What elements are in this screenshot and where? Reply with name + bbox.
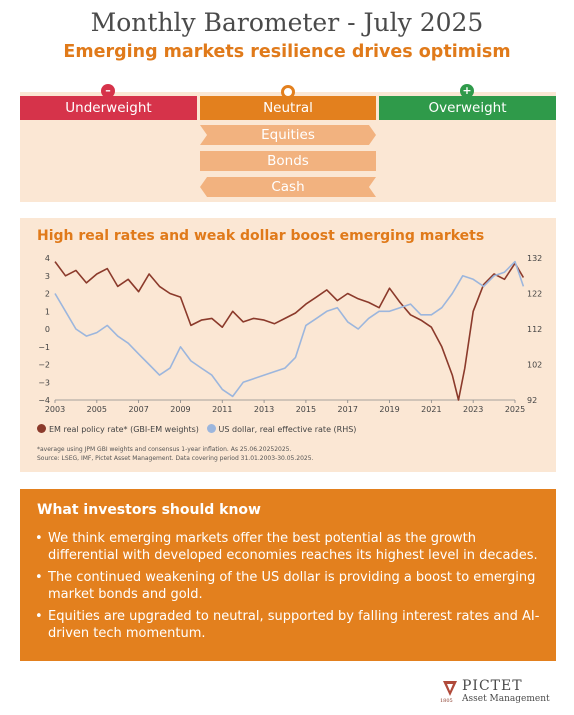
underweight-label: Underweight <box>20 96 197 120</box>
asset-bonds: Bonds <box>200 151 376 171</box>
logo-year: 1805 <box>440 698 453 704</box>
x-tick-label: 2013 <box>254 405 274 414</box>
neutral-circle-icon <box>281 85 295 99</box>
chart-title: High real rates and weak dollar boost em… <box>37 228 485 244</box>
x-tick-label: 2025 <box>505 405 525 414</box>
x-tick-label: 2017 <box>338 405 358 414</box>
y-left-tick-label: 2 <box>45 290 50 299</box>
legend-swatch-policy-rate <box>37 424 46 433</box>
plus-icon: + <box>460 84 474 98</box>
investors-list: We think emerging markets offer the best… <box>30 530 550 647</box>
x-tick-label: 2005 <box>87 405 107 414</box>
y-left-tick-label: −3 <box>38 378 50 387</box>
chart-source: Source: LSEG, IMF, Pictet Asset Manageme… <box>37 455 314 462</box>
overweight-label: Overweight <box>379 96 556 120</box>
page-title: Monthly Barometer - July 2025 <box>90 8 484 37</box>
chart-panel <box>20 218 556 472</box>
pictet-emblem-icon <box>443 681 457 696</box>
x-tick-label: 2009 <box>170 405 190 414</box>
asset-cash: Cash <box>200 177 376 197</box>
chart-legend: EM real policy rate* (GBI-EM weights) US… <box>37 424 356 434</box>
x-tick-label: 2007 <box>128 405 148 414</box>
minus-icon: – <box>101 84 115 98</box>
legend-swatch-us-dollar <box>206 424 216 433</box>
x-tick-label: 2011 <box>212 405 232 414</box>
investors-title: What investors should know <box>37 502 261 518</box>
y-left-tick-label: 3 <box>45 272 50 281</box>
neutral-label: Neutral <box>200 96 376 120</box>
x-tick-label: 2023 <box>463 405 483 414</box>
x-tick-label: 2019 <box>379 405 399 414</box>
y-left-tick-label: −1 <box>38 343 50 352</box>
chart-footnote: *average using JPM GBI weights and conse… <box>37 446 292 453</box>
logo-name: PICTET <box>462 678 523 694</box>
y-left-tick-label: 4 <box>45 254 50 263</box>
y-right-tick-label: 122 <box>527 290 542 299</box>
y-left-tick-label: −4 <box>38 396 50 405</box>
y-right-tick-label: 102 <box>527 361 542 370</box>
x-tick-label: 2003 <box>45 405 65 414</box>
page-subtitle: Emerging markets resilience drives optim… <box>63 42 511 62</box>
list-item: We think emerging markets offer the best… <box>30 530 550 564</box>
list-item: Equities are upgraded to neutral, suppor… <box>30 608 550 642</box>
y-left-tick-label: 1 <box>45 307 50 316</box>
asset-equities: Equities <box>200 125 376 145</box>
series-line-policy-rate <box>54 261 525 401</box>
y-right-tick-label: 92 <box>527 396 537 405</box>
x-tick-label: 2021 <box>421 405 441 414</box>
list-item: The continued weakening of the US dollar… <box>30 569 550 603</box>
x-tick-label: 2015 <box>296 405 316 414</box>
legend-label-us-dollar: US dollar, real effective rate (RHS) <box>218 425 357 434</box>
logo-subtitle: Asset Management <box>462 694 550 704</box>
legend-label-policy-rate: EM real policy rate* (GBI-EM weights) <box>49 425 199 434</box>
y-right-tick-label: 132 <box>527 254 542 263</box>
series-line-us-dollar <box>54 260 525 398</box>
y-right-tick-label: 112 <box>527 325 542 334</box>
y-left-tick-label: −2 <box>38 361 50 370</box>
y-left-tick-label: 0 <box>45 325 50 334</box>
